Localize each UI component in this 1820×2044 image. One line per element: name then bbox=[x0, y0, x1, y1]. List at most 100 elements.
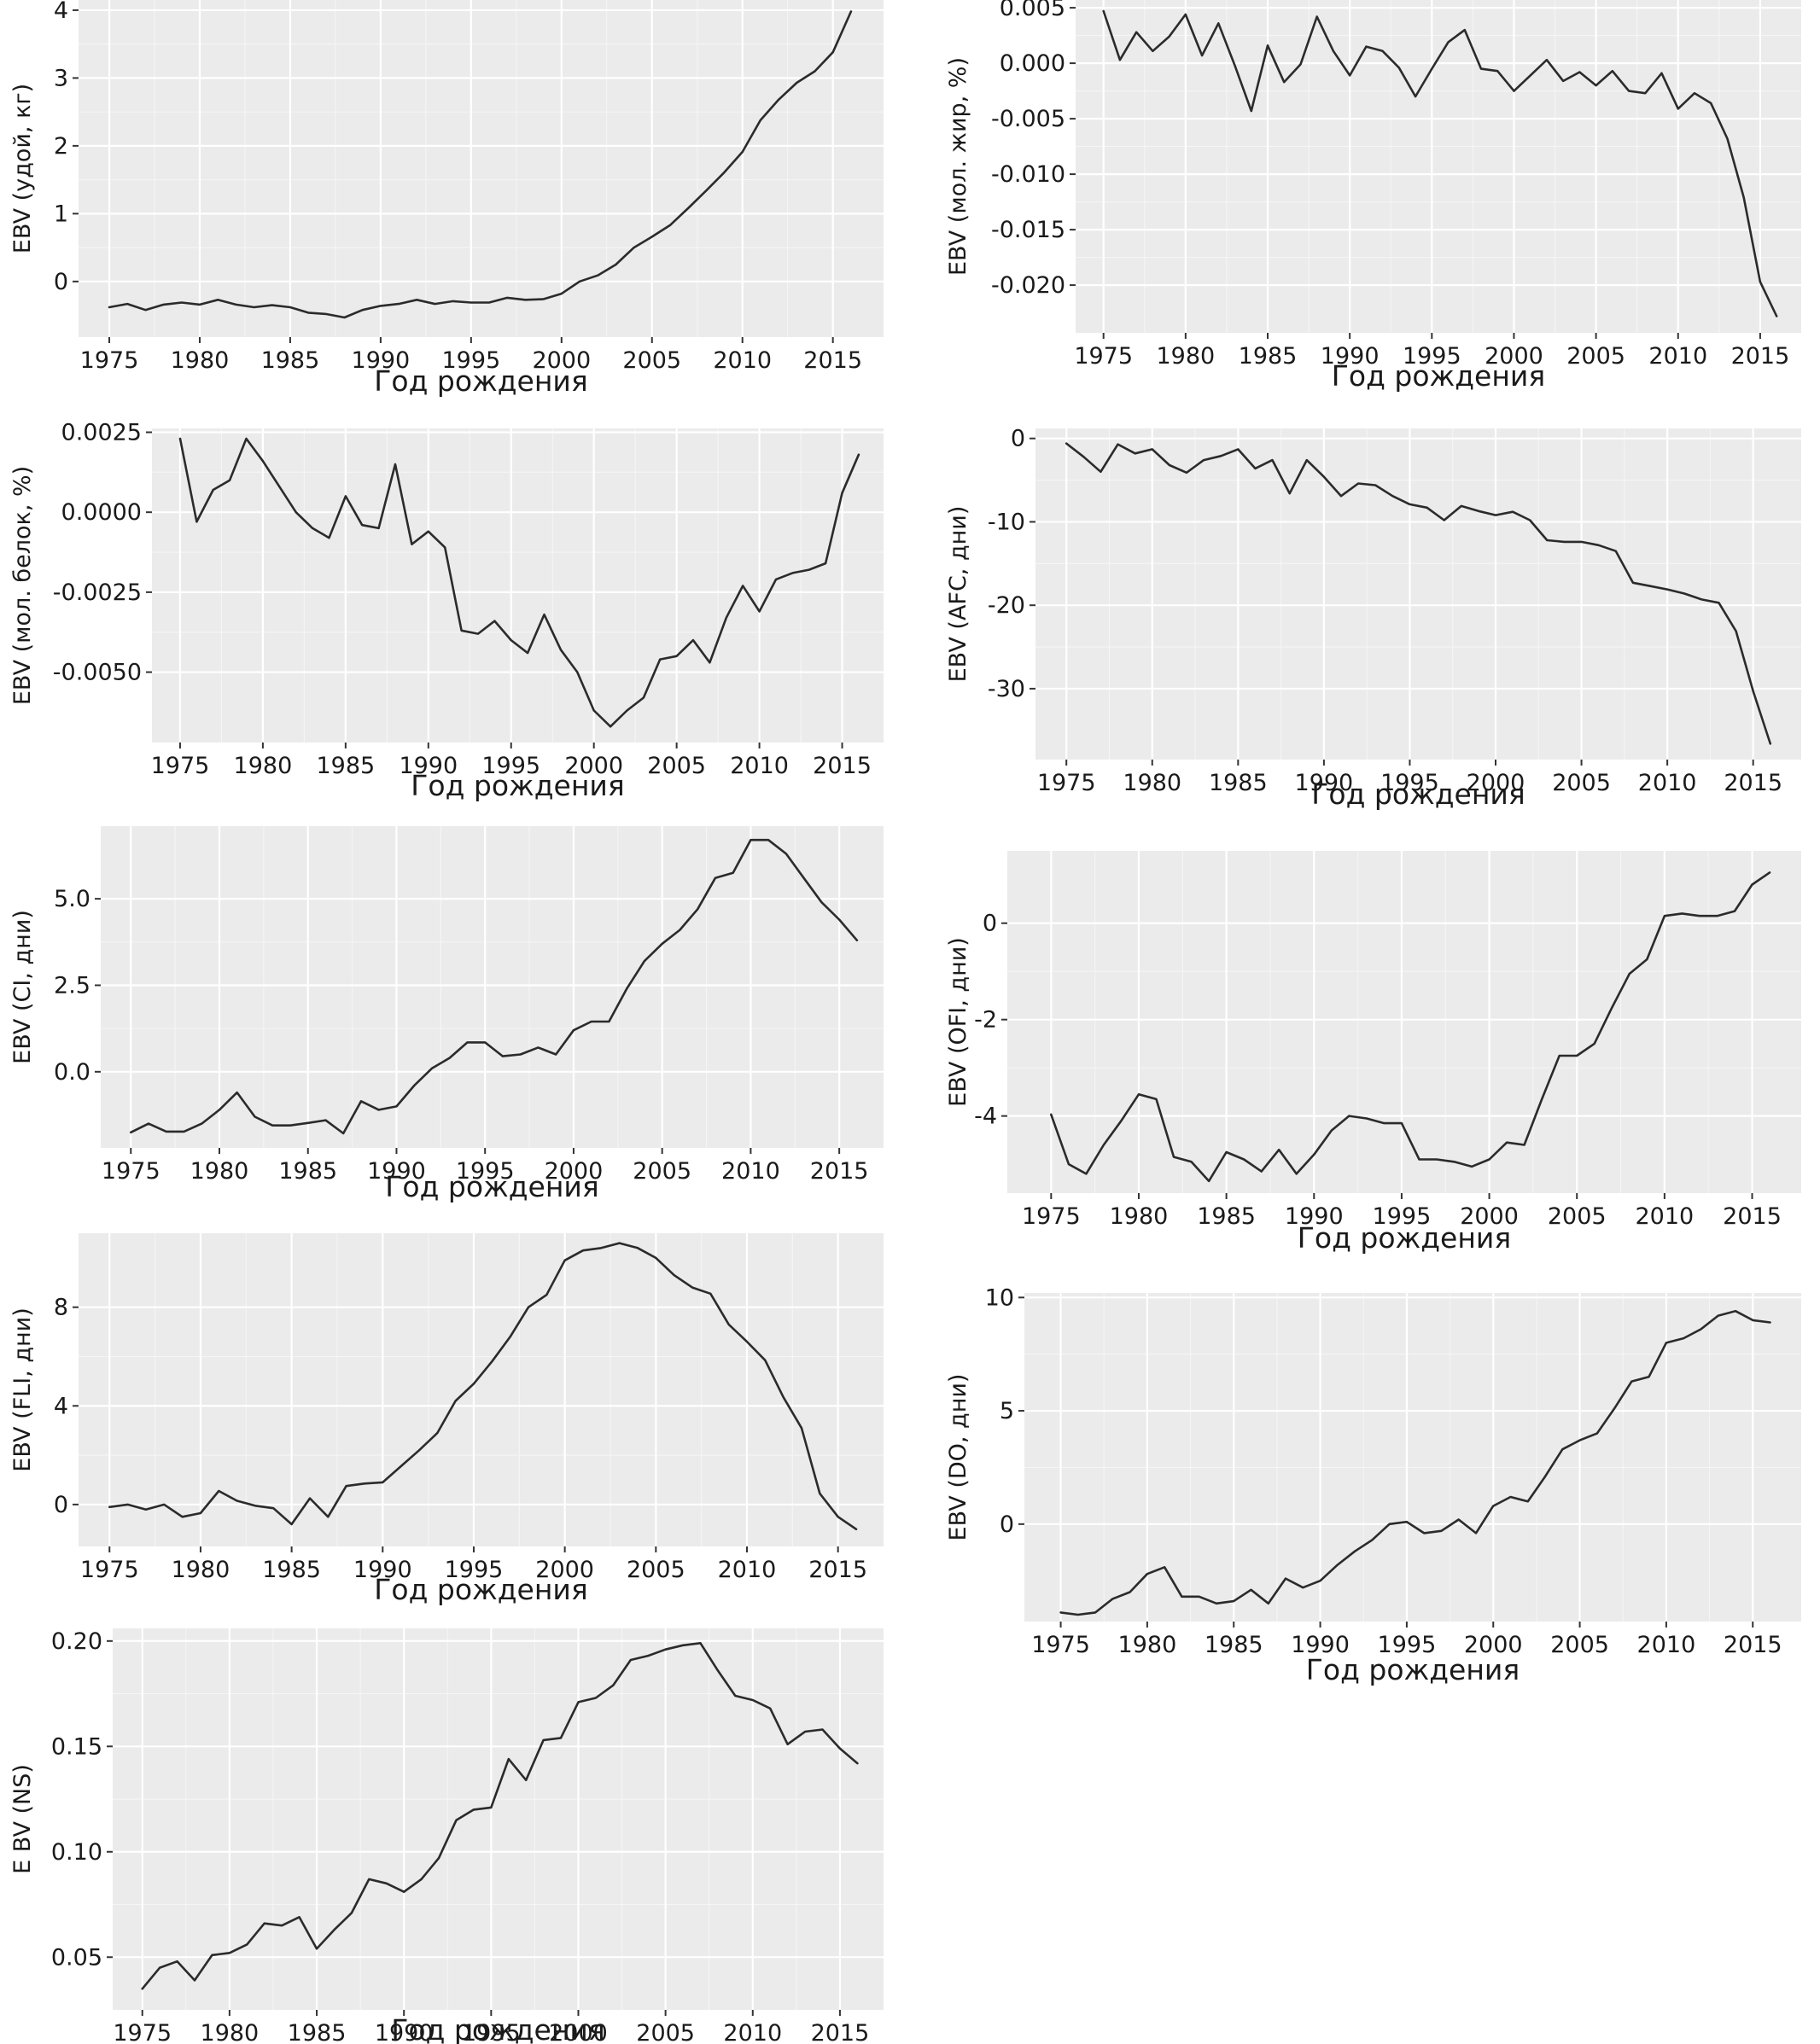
panel-protein: 1975 1980 1985 1990 1995 2000 2005 2010 2015 0.00… bbox=[9, 419, 884, 802]
series-line bbox=[178, 437, 860, 728]
x-tick-label: 2000 bbox=[535, 1557, 594, 1583]
panel-milk: 1975 1980 1985 1990 1995 2000 2005 2010 2015 0 1 2 3… bbox=[9, 0, 884, 398]
x-tick-label: 1980 bbox=[234, 753, 293, 779]
x-tick-label: 1990 bbox=[1295, 770, 1354, 796]
x-axis-title: Год рождения bbox=[374, 364, 587, 398]
y-tick-label: 0 bbox=[1000, 1511, 1014, 1538]
x-tick-label: 2010 bbox=[718, 1557, 777, 1583]
y-tick-label: -0.0050 bbox=[53, 660, 142, 686]
y-tick-label: 5 bbox=[1000, 1398, 1014, 1424]
x-axis-title: Год рождения bbox=[1311, 777, 1525, 811]
x-tick-label: 1995 bbox=[456, 1158, 515, 1185]
x-tick-label: 1980 bbox=[1110, 1203, 1169, 1230]
y-tick-label: 0.0025 bbox=[61, 419, 142, 445]
y-tick-label: 0.005 bbox=[1000, 0, 1065, 21]
y-axis-title: EBV (CI, дни) bbox=[9, 910, 36, 1064]
x-tick-label: 1975 bbox=[1037, 770, 1096, 796]
panel-ns: 1975 1980 1985 1990 1995 2000 2005 2010 2015 0.05… bbox=[9, 1628, 884, 2044]
x-tick-label: 1995 bbox=[481, 753, 540, 779]
x-tick-label: 2005 bbox=[1548, 1203, 1607, 1230]
x-tick-label: 2015 bbox=[813, 753, 872, 779]
x-tick-label: 2010 bbox=[1638, 770, 1697, 796]
y-tick-label: 3 bbox=[54, 65, 68, 91]
y-tick-label: 10 bbox=[985, 1284, 1014, 1311]
y-axis-title: EBV (удой, кг) bbox=[9, 84, 36, 253]
y-tick-label: 8 bbox=[54, 1295, 68, 1321]
x-tick-label: 2005 bbox=[1566, 343, 1625, 370]
x-axis-title: Год рождения bbox=[385, 1170, 598, 1203]
series-line bbox=[141, 1642, 859, 1990]
x-tick-label: 2010 bbox=[1636, 1203, 1695, 1230]
x-axis-title: Год рождения bbox=[1306, 1653, 1520, 1686]
y-tick-label: 0.10 bbox=[51, 1839, 102, 1866]
y-tick-label: 0.0 bbox=[54, 1059, 90, 1086]
series-line bbox=[1065, 442, 1772, 745]
x-tick-label: 1990 bbox=[1291, 1632, 1350, 1658]
panel-fli: 1975 1980 1985 1990 1995 2000 2005 2010 2015 0 4 8 Г… bbox=[9, 1233, 884, 1606]
y-tick-label: 2 bbox=[54, 133, 68, 160]
series-line bbox=[1050, 871, 1771, 1183]
plot-background bbox=[79, 1233, 884, 1546]
x-tick-label: 2015 bbox=[1723, 1203, 1782, 1230]
y-tick-label: -4 bbox=[974, 1104, 997, 1130]
y-tick-label: 5.0 bbox=[54, 886, 90, 912]
x-tick-label: 2000 bbox=[1467, 770, 1525, 796]
panel-afc: 1975 1980 1985 1990 1995 2000 2005 2010 2015 0 -10… bbox=[945, 426, 1801, 811]
y-tick-label: 1 bbox=[54, 201, 68, 227]
x-tick-label: 2005 bbox=[627, 1557, 685, 1583]
x-tick-label: 2010 bbox=[721, 1158, 780, 1185]
x-tick-label: 1975 bbox=[102, 1158, 160, 1185]
y-tick-label: 4 bbox=[54, 0, 68, 24]
x-tick-label: 1995 bbox=[441, 347, 500, 374]
x-tick-label: 2000 bbox=[1464, 1632, 1523, 1658]
y-tick-label: 0.0000 bbox=[61, 499, 142, 526]
plot-background bbox=[101, 826, 884, 1148]
panel-ci: 1975 1980 1985 1990 1995 2000 2005 2010 2015 0.0 2… bbox=[9, 826, 884, 1203]
y-tick-label: -0.005 bbox=[991, 106, 1065, 132]
x-tick-label: 1995 bbox=[462, 2020, 521, 2044]
x-tick-label: 2000 bbox=[564, 753, 623, 779]
x-tick-label: 2000 bbox=[1460, 1203, 1519, 1230]
x-tick-label: 1980 bbox=[190, 1158, 249, 1185]
x-tick-label: 1980 bbox=[1118, 1632, 1177, 1658]
x-tick-label: 1990 bbox=[375, 2020, 434, 2044]
x-tick-label: 1985 bbox=[262, 1557, 321, 1583]
x-tick-label: 1975 bbox=[113, 2020, 172, 2044]
x-tick-label: 2015 bbox=[811, 2020, 870, 2044]
x-tick-label: 1990 bbox=[352, 347, 411, 374]
y-axis-title: EBV (мол. белок, %) bbox=[9, 466, 36, 705]
x-tick-label: 2005 bbox=[622, 347, 681, 374]
y-tick-label: 0.20 bbox=[51, 1628, 102, 1655]
x-tick-label: 1985 bbox=[278, 1158, 337, 1185]
x-axis-title: Год рождения bbox=[1298, 1221, 1511, 1255]
y-tick-label: 0.000 bbox=[1000, 50, 1065, 77]
x-tick-label: 1980 bbox=[171, 347, 230, 374]
x-tick-label: 1975 bbox=[151, 753, 210, 779]
x-tick-label: 1985 bbox=[316, 753, 375, 779]
x-tick-label: 1975 bbox=[1022, 1203, 1081, 1230]
x-tick-label: 1995 bbox=[1373, 1203, 1432, 1230]
x-tick-label: 1990 bbox=[353, 1557, 412, 1583]
x-tick-label: 1990 bbox=[1321, 343, 1380, 370]
x-tick-label: 1995 bbox=[1380, 770, 1439, 796]
x-tick-label: 2015 bbox=[1724, 770, 1782, 796]
x-tick-label: 2005 bbox=[636, 2020, 695, 2044]
x-tick-label: 1980 bbox=[1123, 770, 1181, 796]
x-tick-label: 2005 bbox=[647, 753, 706, 779]
y-axis-title: E BV (NS) bbox=[9, 1764, 36, 1874]
x-tick-label: 1995 bbox=[1378, 1632, 1437, 1658]
y-tick-label: 0 bbox=[1011, 426, 1025, 452]
y-tick-label: 2.5 bbox=[54, 972, 90, 999]
y-tick-label: 0.05 bbox=[51, 1944, 102, 1971]
y-tick-label: -2 bbox=[974, 1007, 997, 1034]
x-tick-label: 1975 bbox=[80, 347, 139, 374]
x-tick-label: 1990 bbox=[1285, 1203, 1344, 1230]
x-tick-label: 1985 bbox=[1209, 770, 1268, 796]
x-tick-label: 1980 bbox=[201, 2020, 260, 2044]
series-line bbox=[108, 10, 853, 319]
panel-ofi: 1975 1980 1985 1990 1995 2000 2005 2010 2015 0 -2 -… bbox=[945, 851, 1801, 1255]
x-tick-label: 1980 bbox=[1156, 343, 1215, 370]
y-axis-title: EBV (FLI, дни) bbox=[9, 1307, 36, 1471]
x-tick-label: 1990 bbox=[367, 1158, 426, 1185]
